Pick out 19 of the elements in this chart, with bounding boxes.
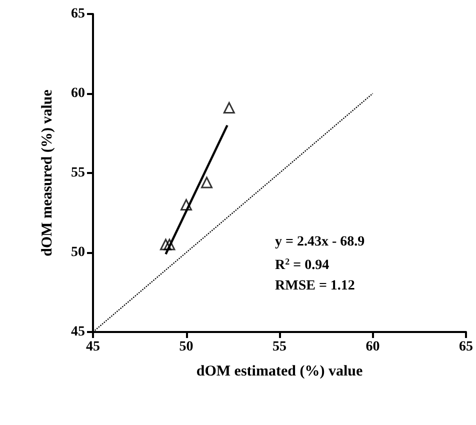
- x-tick-label: 45: [86, 340, 100, 354]
- point: [164, 238, 176, 250]
- y-tick-label: 45: [71, 324, 85, 340]
- point: [223, 102, 235, 114]
- y-tick-label: 55: [71, 166, 85, 180]
- point: [160, 238, 172, 250]
- x-tick-label: 60: [366, 340, 380, 354]
- point: [180, 199, 192, 211]
- x-tick-label: 50: [179, 340, 194, 354]
- point: [201, 176, 213, 188]
- x-tick-label: 55: [272, 340, 286, 354]
- annotation: RMSE = 1.12: [275, 278, 355, 294]
- y-tick-label: 50: [71, 245, 85, 260]
- y-axis-title: dOM measured (%) value: [40, 89, 56, 256]
- x-tick-label: 65: [459, 340, 473, 354]
- annotation: y = 2.43x - 68.9: [275, 234, 365, 250]
- y-tick-label: 65: [71, 6, 85, 22]
- x-axis-title: dOM estimated (%) value: [196, 364, 363, 380]
- y-tick-label: 60: [71, 86, 85, 101]
